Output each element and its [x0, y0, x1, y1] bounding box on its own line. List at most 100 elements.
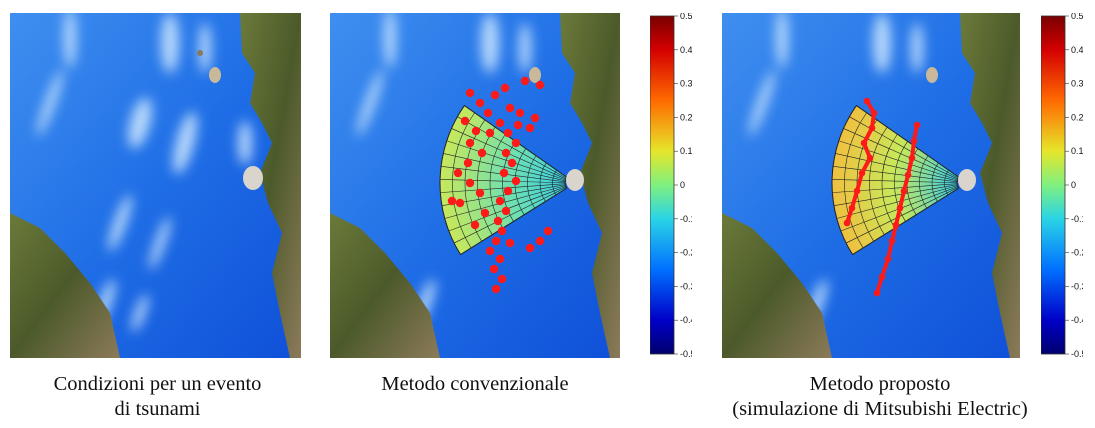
caption-conventional-method: Metodo convenzionale	[330, 372, 620, 397]
observation-point	[470, 220, 480, 230]
observation-point	[485, 128, 495, 138]
sensor-grid-map	[722, 13, 1020, 358]
observation-point	[495, 196, 505, 206]
observation-point	[515, 108, 525, 118]
caption-line: Metodo proposto	[809, 373, 951, 395]
observation-point	[511, 138, 521, 148]
observation-point	[910, 137, 918, 145]
observation-point	[505, 238, 515, 248]
observation-point	[485, 246, 495, 256]
observation-point	[913, 121, 921, 129]
observation-point	[884, 255, 892, 263]
colorbar-tick-label: 0.3	[680, 79, 692, 89]
observation-point	[860, 139, 868, 147]
observation-point	[870, 109, 878, 117]
observation-point	[507, 158, 517, 168]
observation-point	[868, 124, 876, 132]
observation-point	[483, 108, 493, 118]
observation-point	[493, 216, 503, 226]
observation-point	[480, 208, 490, 218]
caption-tsunami-conditions: Condizioni per un evento di tsunami	[10, 372, 305, 422]
observation-point	[858, 169, 866, 177]
observation-point	[463, 158, 473, 168]
observation-point	[447, 196, 457, 206]
colorbar-tick-label: 0.3	[1071, 79, 1083, 89]
colorbar-tick-label: 0.2	[680, 112, 692, 122]
observation-point	[491, 284, 501, 294]
observation-point	[489, 264, 499, 274]
colorbar-left: 0.5 0.4 0.3 0.2 0.1 0 -0.1 -0.2 -0.3 -0.4 -0.5	[649, 11, 696, 363]
colorbar-tick-label: -0.5	[680, 349, 692, 358]
observation-point	[843, 219, 851, 227]
colorbar-tick-label: 0.5	[680, 13, 692, 21]
observation-point	[453, 168, 463, 178]
colorbar-tick-label: -0.3	[680, 281, 692, 291]
observation-point	[460, 116, 470, 126]
observation-point	[475, 98, 485, 108]
observation-point	[495, 254, 505, 264]
observation-point	[873, 289, 881, 297]
colorbar-tick-label: 0.4	[1071, 45, 1083, 55]
colorbar-tick-label: -0.4	[680, 315, 692, 325]
caption-proposed-method: Metodo proposto (simulazione di Mitsubis…	[700, 372, 1060, 422]
observation-point	[499, 168, 509, 178]
colorbar-tick-label: -0.1	[1071, 214, 1083, 224]
colorbar-tick-label: -0.4	[1071, 315, 1083, 325]
observation-point	[866, 154, 874, 162]
observation-point	[535, 80, 545, 90]
sensor-grid-map	[330, 13, 620, 358]
colorbar-tick-label: -0.2	[1071, 248, 1083, 258]
tsunami-condition-map	[10, 13, 301, 358]
observation-point	[900, 187, 908, 195]
observation-point	[503, 186, 513, 196]
observation-point	[497, 274, 507, 284]
observation-point	[520, 76, 530, 86]
caption-line: Metodo convenzionale	[381, 373, 569, 395]
observation-point	[853, 187, 861, 195]
observation-point	[500, 83, 510, 93]
colorbar-tick-label: -0.2	[680, 248, 692, 258]
observation-point	[475, 188, 485, 198]
observation-point	[908, 154, 916, 162]
colorbar-tick-label: 0.4	[680, 45, 692, 55]
colorbar-tick-label: 0	[680, 180, 685, 190]
observation-point	[888, 237, 896, 245]
colorbar-right: 0.5 0.4 0.3 0.2 0.1 0 -0.1 -0.2 -0.3 -0.4 -0.5	[1040, 11, 1087, 363]
colorbar-tick-label: 0.1	[1071, 146, 1083, 156]
observation-point	[495, 118, 505, 128]
caption-line: (simulazione di Mitsubishi Electric)	[732, 398, 1028, 420]
observation-point	[465, 138, 475, 148]
observation-point	[455, 198, 465, 208]
observation-point	[896, 204, 904, 212]
observation-point	[471, 126, 481, 136]
caption-line: Condizioni per un evento	[53, 373, 262, 395]
observation-point	[892, 221, 900, 229]
observation-point	[477, 148, 487, 158]
observation-point	[904, 171, 912, 179]
conventional-method-map	[330, 13, 620, 358]
observation-point	[525, 123, 535, 133]
observation-point	[525, 243, 535, 253]
observation-point	[497, 226, 507, 236]
observation-point	[530, 113, 540, 123]
observation-point	[878, 273, 886, 281]
observation-point	[513, 120, 523, 130]
observation-point	[543, 226, 553, 236]
observation-point	[465, 178, 475, 188]
observation-point	[848, 204, 856, 212]
observation-point	[505, 103, 515, 113]
observation-point	[491, 236, 501, 246]
observation-point	[465, 88, 475, 98]
observation-point	[501, 206, 511, 216]
caption-line: di tsunami	[114, 398, 201, 420]
colorbar-tick-label: 0.1	[680, 146, 692, 156]
colorbar-tick-label: 0.2	[1071, 112, 1083, 122]
observation-point	[490, 90, 500, 100]
sensor-points	[447, 76, 553, 294]
observation-point	[863, 97, 871, 105]
colorbar-tick-label: -0.3	[1071, 281, 1083, 291]
sea-wave-map	[10, 13, 301, 358]
observation-point	[511, 176, 521, 186]
colorbar-tick-label: 0	[1071, 180, 1076, 190]
observation-point	[501, 148, 511, 158]
